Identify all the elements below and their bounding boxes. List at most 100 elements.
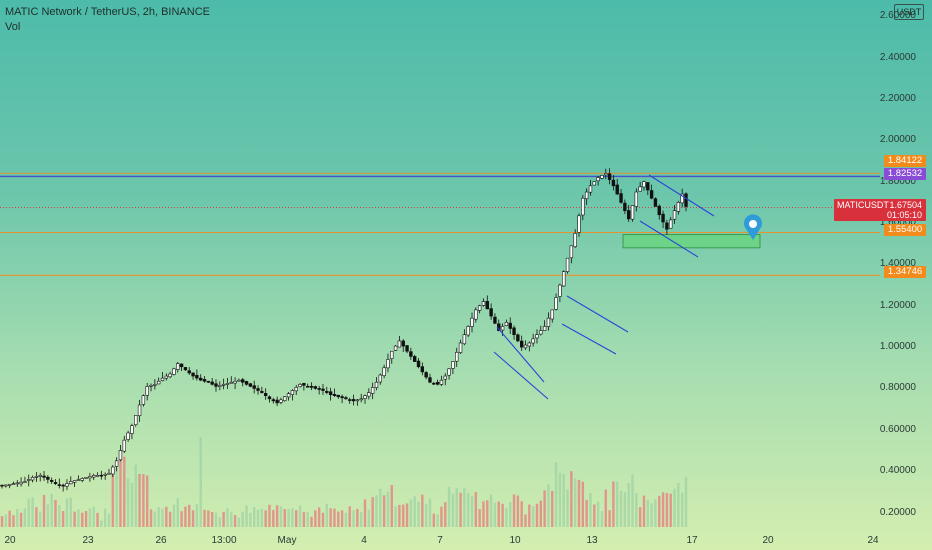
candle bbox=[168, 373, 172, 378]
candle bbox=[466, 326, 470, 336]
volume-bar bbox=[176, 498, 179, 527]
volume-bar bbox=[539, 500, 542, 527]
candle bbox=[141, 395, 146, 405]
volume-bar bbox=[165, 506, 168, 527]
chart-title: MATIC Network / TetherUS, 2h, BINANCE bbox=[5, 6, 210, 18]
candle bbox=[309, 385, 314, 388]
candle bbox=[271, 399, 276, 402]
volume-bar bbox=[256, 509, 260, 527]
candle bbox=[267, 396, 272, 400]
y-tick-label: 2.40000 bbox=[879, 51, 916, 63]
volume-bar bbox=[138, 473, 141, 527]
volume-bar bbox=[42, 494, 46, 527]
candle bbox=[577, 215, 581, 233]
candle bbox=[409, 351, 413, 357]
volume-bar bbox=[673, 488, 676, 527]
volume-bar bbox=[180, 511, 183, 527]
volume-bar bbox=[432, 513, 435, 527]
candle bbox=[126, 432, 130, 440]
volume-bar bbox=[402, 504, 405, 527]
volume-bar bbox=[218, 517, 222, 527]
volume-bar bbox=[463, 488, 466, 527]
y-tick-label: 1.40000 bbox=[879, 258, 916, 270]
candle bbox=[275, 399, 279, 404]
candle bbox=[49, 479, 54, 482]
candle bbox=[199, 377, 203, 381]
currency-button[interactable]: USDT bbox=[894, 4, 924, 20]
y-tick-label: 2.00000 bbox=[879, 134, 916, 146]
volume-bar bbox=[352, 510, 355, 527]
candle bbox=[535, 334, 539, 339]
candle bbox=[233, 380, 237, 384]
volume-bar bbox=[233, 515, 237, 527]
candle bbox=[244, 381, 249, 385]
y-tick-label: 0.40000 bbox=[879, 465, 916, 477]
volume-bar bbox=[191, 510, 195, 527]
trendline bbox=[561, 323, 617, 355]
volume-bar bbox=[4, 514, 8, 527]
volume-bar bbox=[310, 516, 313, 527]
candle bbox=[65, 483, 69, 487]
volume-bar bbox=[447, 486, 451, 527]
volume-bar bbox=[417, 501, 420, 527]
volume-bar bbox=[146, 475, 149, 527]
ticker-price: 1.67504 bbox=[889, 200, 922, 210]
volume-bar bbox=[279, 506, 283, 527]
trendline bbox=[496, 326, 545, 383]
candle bbox=[569, 245, 574, 259]
volume-bar bbox=[23, 508, 27, 527]
volume-bar bbox=[172, 504, 176, 527]
candle bbox=[665, 222, 669, 230]
candle bbox=[489, 308, 493, 317]
price-tag: 1.34746 bbox=[884, 266, 926, 278]
x-tick-label: 24 bbox=[867, 535, 879, 546]
candle bbox=[462, 334, 467, 345]
volume-bar bbox=[562, 473, 565, 527]
candle bbox=[382, 367, 386, 376]
candle bbox=[328, 391, 333, 395]
candle bbox=[573, 233, 577, 248]
volume-bar bbox=[103, 508, 107, 527]
volume-bar bbox=[375, 495, 378, 527]
volume-bar bbox=[107, 513, 111, 527]
volume-bar bbox=[77, 509, 80, 527]
candle bbox=[99, 474, 104, 477]
candle bbox=[294, 387, 298, 392]
volume-bar bbox=[283, 508, 286, 527]
target-marker-icon[interactable] bbox=[744, 214, 762, 240]
volume-bar bbox=[287, 509, 290, 527]
volume-bar bbox=[444, 502, 447, 527]
volume-bar bbox=[260, 508, 264, 527]
candle bbox=[367, 392, 371, 397]
volume-bar bbox=[551, 490, 554, 527]
volume-bar bbox=[505, 507, 508, 527]
candle bbox=[256, 388, 260, 391]
candle bbox=[111, 466, 115, 475]
volume-bar bbox=[642, 495, 646, 527]
volume-bar bbox=[81, 512, 84, 527]
candle bbox=[283, 396, 287, 401]
candle bbox=[134, 415, 138, 426]
candle bbox=[527, 342, 532, 347]
candle bbox=[523, 344, 528, 349]
candle bbox=[355, 399, 360, 402]
volume-bar bbox=[627, 483, 630, 527]
volume-bar bbox=[646, 499, 649, 527]
volume-bar bbox=[344, 512, 348, 527]
volume-bar bbox=[616, 481, 619, 527]
volume-label: Vol bbox=[5, 21, 21, 33]
candle bbox=[539, 330, 543, 335]
candle bbox=[604, 173, 608, 176]
x-tick-label: 10 bbox=[509, 535, 521, 546]
candle bbox=[11, 483, 16, 485]
volume-bar bbox=[92, 506, 95, 527]
candle bbox=[218, 385, 222, 387]
candle bbox=[581, 197, 585, 216]
candle bbox=[669, 219, 673, 229]
candle bbox=[435, 382, 440, 385]
candle bbox=[84, 477, 88, 479]
candle bbox=[313, 386, 318, 389]
volume-bar bbox=[226, 508, 229, 527]
